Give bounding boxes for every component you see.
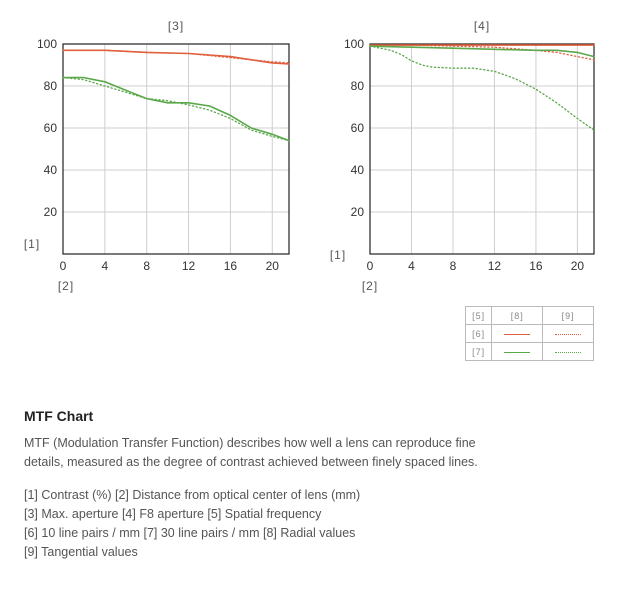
legend-table: [5] [8] [9] [6] [7] bbox=[464, 306, 594, 361]
description-body: MTF (Modulation Transfer Function) descr… bbox=[24, 434, 604, 472]
y-axis-label: [1] bbox=[330, 248, 346, 262]
description-legend-line: [1] Contrast (%) [2] Distance from optic… bbox=[24, 488, 361, 502]
x-tick-label: 0 bbox=[60, 259, 67, 273]
x-tick-label: 20 bbox=[266, 259, 280, 273]
x-tick-label: 4 bbox=[102, 259, 109, 273]
x-tick-label: 16 bbox=[224, 259, 238, 273]
x-tick-label: 8 bbox=[450, 259, 457, 273]
legend-10lp-label: [6] bbox=[464, 324, 493, 343]
mtf-charts: 20 40 60 80 100 0 4 8 12 16 20 [3] [1] [2] 20 40 60 80 100… bbox=[24, 19, 595, 293]
legend-30lp-radial-swatch bbox=[491, 342, 544, 361]
x-tick-label: 8 bbox=[143, 259, 150, 273]
x-tick-label: 12 bbox=[182, 259, 196, 273]
chart-title: [3] bbox=[168, 19, 184, 33]
description-legend-line: [9] Tangential values bbox=[24, 545, 138, 559]
description-legend: [1] Contrast (%) [2] Distance from optic… bbox=[24, 486, 604, 562]
y-tick-label: 20 bbox=[44, 205, 58, 219]
series-t30-f8-aperture bbox=[369, 45, 595, 131]
mtf-description: MTF Chart MTF (Modulation Transfer Funct… bbox=[24, 408, 604, 576]
y-tick-label: 40 bbox=[44, 163, 58, 177]
description-body-line: MTF (Modulation Transfer Function) descr… bbox=[24, 436, 476, 450]
x-axis-label: [2] bbox=[362, 279, 378, 293]
x-tick-label: 16 bbox=[529, 259, 543, 273]
description-legend-line: [3] Max. aperture [4] F8 aperture [5] Sp… bbox=[24, 507, 322, 521]
chart-title: [4] bbox=[474, 19, 490, 33]
description-legend-line: [6] 10 line pairs / mm [7] 30 line pairs… bbox=[24, 526, 356, 540]
legend-spatial-frequency: [5] bbox=[464, 306, 493, 325]
series-s30-f8-aperture bbox=[369, 45, 595, 58]
x-tick-label: 4 bbox=[408, 259, 415, 273]
legend-30lp-label: [7] bbox=[464, 342, 493, 361]
description-body-line: details, measured as the degree of contr… bbox=[24, 455, 478, 469]
series-t10-f8-aperture bbox=[369, 44, 595, 61]
series-t30-max-aperture bbox=[62, 76, 290, 142]
x-axis-label: [2] bbox=[58, 279, 74, 293]
x-tick-label: 12 bbox=[488, 259, 502, 273]
series-t10-max-aperture bbox=[62, 49, 290, 64]
x-tick-label: 20 bbox=[571, 259, 585, 273]
series-s10-max-aperture bbox=[62, 49, 290, 65]
y-tick-label: 100 bbox=[344, 37, 364, 51]
legend-30lp-tangential-swatch bbox=[542, 342, 594, 361]
y-tick-label: 60 bbox=[44, 121, 58, 135]
y-tick-label: 80 bbox=[44, 79, 58, 93]
legend-10lp-tangential-swatch bbox=[542, 324, 594, 343]
x-tick-label: 0 bbox=[367, 259, 374, 273]
legend-10lp-radial-swatch bbox=[491, 324, 544, 343]
y-tick-label: 20 bbox=[351, 205, 365, 219]
plot-frame-f8-aperture bbox=[369, 43, 595, 255]
legend-tangential-header: [9] bbox=[542, 306, 594, 325]
plot-frame-max-aperture bbox=[62, 43, 290, 255]
y-tick-label: 40 bbox=[351, 163, 365, 177]
y-tick-label: 80 bbox=[351, 79, 365, 93]
y-tick-label: 100 bbox=[37, 37, 57, 51]
y-tick-label: 60 bbox=[351, 121, 365, 135]
y-axis-label: [1] bbox=[24, 237, 40, 251]
legend-radial-header: [8] bbox=[491, 306, 544, 325]
description-heading: MTF Chart bbox=[24, 408, 94, 424]
